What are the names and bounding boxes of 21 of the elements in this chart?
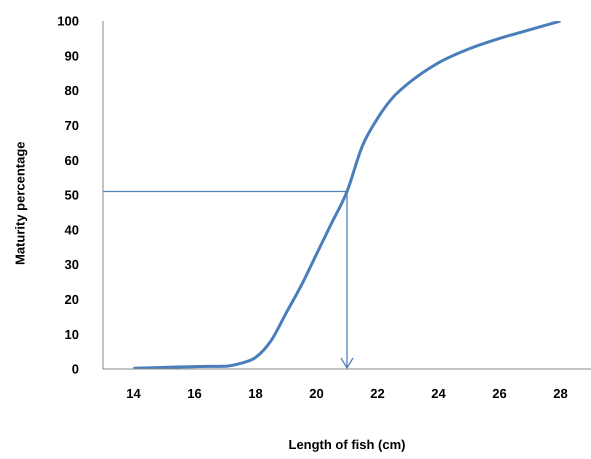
y-tick-label: 50 xyxy=(64,188,79,203)
x-tick-label: 14 xyxy=(126,386,142,402)
y-tick-label: 40 xyxy=(64,222,79,238)
x-tick-label: 16 xyxy=(187,386,202,402)
y-tick-label: 70 xyxy=(64,118,79,134)
y-tick-label: 80 xyxy=(64,83,79,98)
x-axis-title: Length of fish (cm) xyxy=(288,437,406,452)
y-tick-label: 10 xyxy=(64,326,79,342)
y-tick-label: 90 xyxy=(64,48,79,64)
x-tick-label: 22 xyxy=(370,386,385,402)
y-tick-label: 30 xyxy=(64,257,79,272)
y-axis-title: Maturity percentage xyxy=(12,141,28,265)
x-tick-label: 24 xyxy=(431,386,446,402)
y-tick-label: 60 xyxy=(64,152,79,168)
y-tick-label: 100 xyxy=(57,14,79,29)
x-tick-label: 18 xyxy=(248,386,263,402)
y-tick-label: 20 xyxy=(64,292,79,308)
x-tick-label: 28 xyxy=(553,386,568,402)
x-tick-label: 26 xyxy=(492,386,507,402)
y-tick-label: 0 xyxy=(72,362,79,377)
x-tick-label: 20 xyxy=(309,386,324,402)
